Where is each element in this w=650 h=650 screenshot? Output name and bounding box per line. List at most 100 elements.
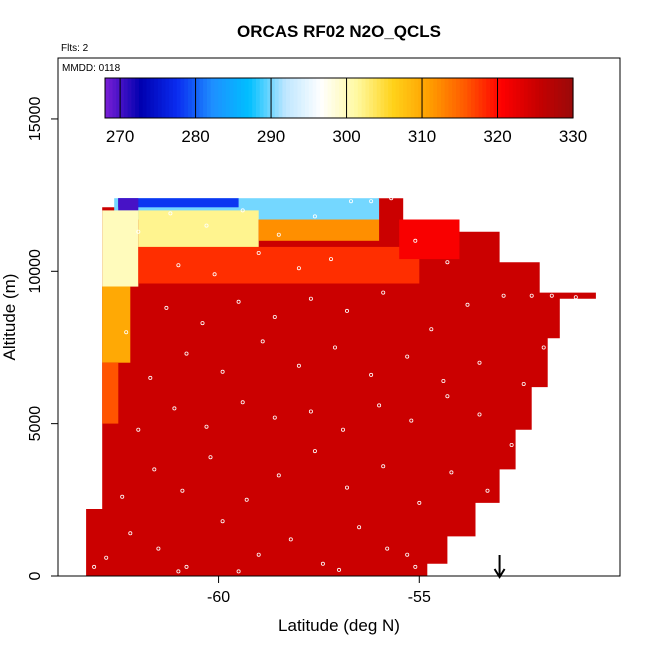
sample-point [124,330,129,335]
colorbar-swatch [116,78,121,118]
colorbar-swatch [493,78,499,118]
colorbar-swatch [391,78,397,118]
colorbar-swatch [195,78,200,118]
colorbar-swatch [301,78,306,118]
sample-point [244,497,249,502]
sample-point [389,196,394,201]
colorbar-swatch [199,78,204,118]
colorbar-swatch [565,78,570,118]
sample-point [176,263,181,268]
colorbar-tick-label: 330 [559,127,587,146]
colorbar-swatch [433,78,438,118]
sample-point [332,345,337,350]
colorbar-swatch [293,78,299,118]
colorbar-swatch [557,78,563,118]
sample-point [240,400,245,405]
sample-point [413,238,418,243]
sample-point [236,569,241,574]
x-axis-label: Latitude (deg N) [278,616,400,635]
colorbar-swatch [267,78,272,118]
sample-point [180,488,185,493]
sample-point [340,427,345,432]
sample-point [176,569,181,574]
colorbar-swatch [422,78,427,118]
sample-point [136,427,141,432]
colorbar-swatch [252,78,257,118]
colorbar-swatch [440,78,446,118]
field-anomaly-block [102,362,119,424]
sample-point [445,260,450,265]
sample-point [381,464,386,469]
colorbar-swatch [327,78,333,118]
sample-point [172,406,177,411]
x-tick-label: -60 [207,589,230,606]
x-tick-label: -55 [408,589,431,606]
sample-point [409,418,414,423]
sample-points [92,196,578,574]
colorbar-swatch [471,78,476,118]
colorbar-swatch [123,78,129,118]
sample-point [104,555,109,560]
colorbar-swatch [180,78,185,118]
sample-point [120,494,125,499]
sample-point [529,293,534,298]
colorbar-swatch [350,78,355,118]
colorbar-swatch [474,78,480,118]
colorbar-swatch [523,78,529,118]
sample-point [344,485,349,490]
colorbar-swatch [172,78,178,118]
sample-point [184,564,189,569]
colorbar-swatch [380,78,385,118]
colorbar-swatch [154,78,159,118]
sample-point [344,308,349,313]
colorbar-swatch [463,78,468,118]
sample-point [276,473,281,478]
colorbar-tick-label: 280 [181,127,209,146]
colorbar-swatch [497,78,502,118]
colorbar-swatch [512,78,517,118]
sample-point [385,546,390,551]
colorbar-swatch [361,78,367,118]
colorbar-swatch [312,78,317,118]
colorbar-swatch [546,78,551,118]
colorbar-tick-label: 300 [332,127,360,146]
colorbar-swatch [535,78,540,118]
sample-point [485,488,490,493]
sample-point [168,211,173,216]
sample-point [573,295,578,300]
colorbar-swatch [456,78,461,118]
colorbar-swatch [271,78,276,118]
sample-point [381,290,386,295]
x-axis: -60 -55 [207,576,431,606]
marker-arrow-head [493,568,506,579]
sample-point [312,449,317,454]
colorbar-swatch [240,78,246,118]
colorbar-swatch [289,78,295,118]
sample-point [148,375,153,380]
colorbar-tick-label: 290 [257,127,285,146]
field-anomaly-block [399,219,460,260]
field-anomaly-block [118,198,239,208]
colorbar-swatch [206,78,212,118]
colorbar-swatch [169,78,174,118]
plot-frame [57,57,621,577]
sample-point [369,199,374,204]
colorbar-swatch [335,78,340,118]
colorbar-swatch [282,78,287,118]
colorbar-swatch [554,78,559,118]
colorbar-swatch [161,78,166,118]
colorbar-tick-label: 310 [408,127,436,146]
colorbar-swatch [184,78,189,118]
colorbar-swatch [263,78,268,118]
colorbar-swatch [414,78,419,118]
colorbar-swatch [550,78,555,118]
sample-point [272,415,277,420]
field-anomaly-block [118,198,139,211]
colorbar-swatch [218,78,223,118]
sample-point [477,412,482,417]
sample-point [296,363,301,368]
y-axis: 0 5000 10000 15000 [27,97,58,580]
colorbar-swatch [127,78,133,118]
sample-point [405,552,410,557]
sample-point [429,327,434,332]
